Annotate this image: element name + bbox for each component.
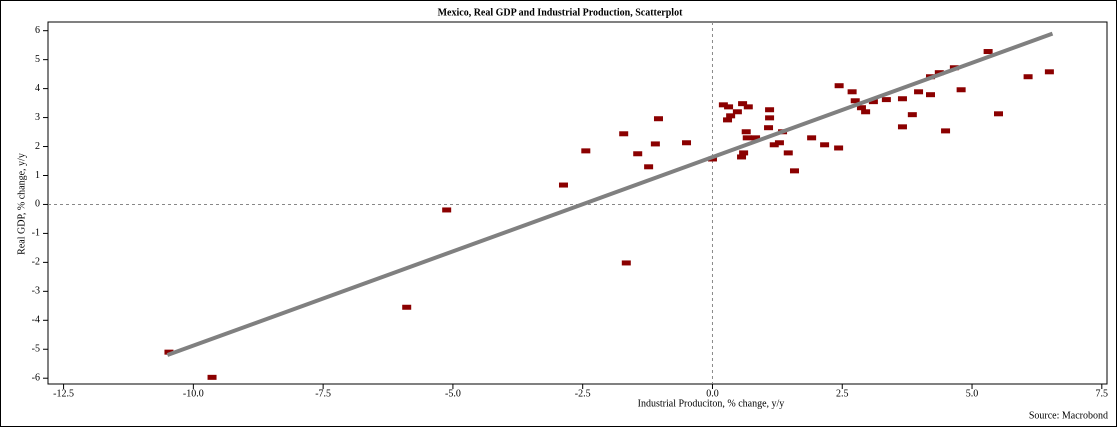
y-tick-label: -1 xyxy=(32,228,40,239)
scatter-point xyxy=(644,164,654,170)
scatter-point xyxy=(820,142,830,148)
scatter-point xyxy=(834,83,844,89)
scatter-point xyxy=(897,124,907,130)
y-tick-label: 3 xyxy=(35,112,40,123)
scatter-point xyxy=(765,115,775,121)
y-tick-label: -2 xyxy=(32,257,40,268)
x-tick-label: -2.5 xyxy=(575,388,591,399)
plot-frame xyxy=(47,21,1108,385)
scatter-point xyxy=(558,182,568,188)
scatter-point xyxy=(994,111,1004,117)
scatter-point xyxy=(926,92,935,98)
scatter-point xyxy=(732,109,742,115)
x-tick-label: -7.5 xyxy=(315,388,331,399)
x-tick-label: -12.5 xyxy=(53,388,74,399)
scatter-point xyxy=(1044,69,1054,75)
scatter-point xyxy=(653,116,663,122)
scatter-point xyxy=(207,374,217,380)
scatter-point xyxy=(774,140,784,146)
scatter-point xyxy=(983,49,993,55)
x-tick-label: 0.0 xyxy=(706,388,719,399)
scatter-point xyxy=(737,154,747,160)
chart-title: Mexico, Real GDP and Industrial Producti… xyxy=(438,7,683,18)
scatter-point xyxy=(682,140,692,146)
scatter-point xyxy=(941,128,951,134)
scatter-point xyxy=(914,89,924,95)
y-tick-label: 4 xyxy=(35,83,40,94)
scatter-point xyxy=(956,87,966,93)
scatter-point xyxy=(402,304,412,310)
y-tick-label: -3 xyxy=(32,286,40,297)
scatter-point xyxy=(847,89,857,95)
scatter-point xyxy=(743,104,753,110)
x-tick-label: -10.0 xyxy=(183,388,204,399)
trend-line xyxy=(166,31,1054,357)
scatter-point xyxy=(765,107,775,113)
y-tick-label: -5 xyxy=(32,344,40,355)
scatter-point xyxy=(789,168,799,174)
scatter-point xyxy=(718,102,728,108)
scatter-point xyxy=(764,125,774,131)
scatter-point xyxy=(881,97,891,103)
scatter-point xyxy=(742,135,752,141)
scatter-point xyxy=(619,131,629,137)
y-tick-label: 6 xyxy=(35,25,40,36)
scatter-point xyxy=(442,207,452,213)
scatter-point xyxy=(633,151,643,157)
x-tick-label: -5.0 xyxy=(445,388,461,399)
scatter-point xyxy=(1023,74,1033,80)
y-tick-label: 5 xyxy=(35,54,40,65)
scatter-point xyxy=(724,104,734,110)
x-tick-label: 7.5 xyxy=(1096,388,1109,399)
scatter-point xyxy=(751,135,761,141)
x-tick-label: 5.0 xyxy=(966,388,979,399)
scatter-point xyxy=(741,129,751,135)
scatter-point xyxy=(738,101,748,107)
y-tick-label: 1 xyxy=(35,170,40,181)
scatter-point xyxy=(726,113,736,119)
scatter-point xyxy=(807,135,817,141)
scatter-point xyxy=(907,112,917,118)
scatter-point xyxy=(783,150,793,156)
x-axis-label: Industrial Produciton, % change, y/y xyxy=(638,398,785,409)
scatter-point xyxy=(581,148,591,154)
y-axis-label: Real GDP, % change, y/y xyxy=(16,153,27,255)
y-tick-label: 2 xyxy=(35,141,40,152)
scatter-point xyxy=(769,142,779,148)
scatter-point xyxy=(868,99,878,105)
y-tick-label: -4 xyxy=(32,315,40,326)
scatter-point xyxy=(861,109,871,115)
scatter-point xyxy=(834,145,844,151)
scatter-point xyxy=(164,349,174,355)
scatter-point xyxy=(739,150,749,156)
source-note: Source: Macrobond xyxy=(1029,410,1108,421)
scatter-point xyxy=(621,260,631,266)
y-tick-label: -6 xyxy=(32,373,40,384)
scatter-point xyxy=(723,117,733,123)
x-tick-label: 2.5 xyxy=(836,388,849,399)
scatter-point xyxy=(850,98,860,104)
scatter-point xyxy=(897,96,907,102)
scatter-point xyxy=(856,105,866,111)
y-tick-label: 0 xyxy=(35,199,40,210)
scatter-point xyxy=(650,141,660,147)
